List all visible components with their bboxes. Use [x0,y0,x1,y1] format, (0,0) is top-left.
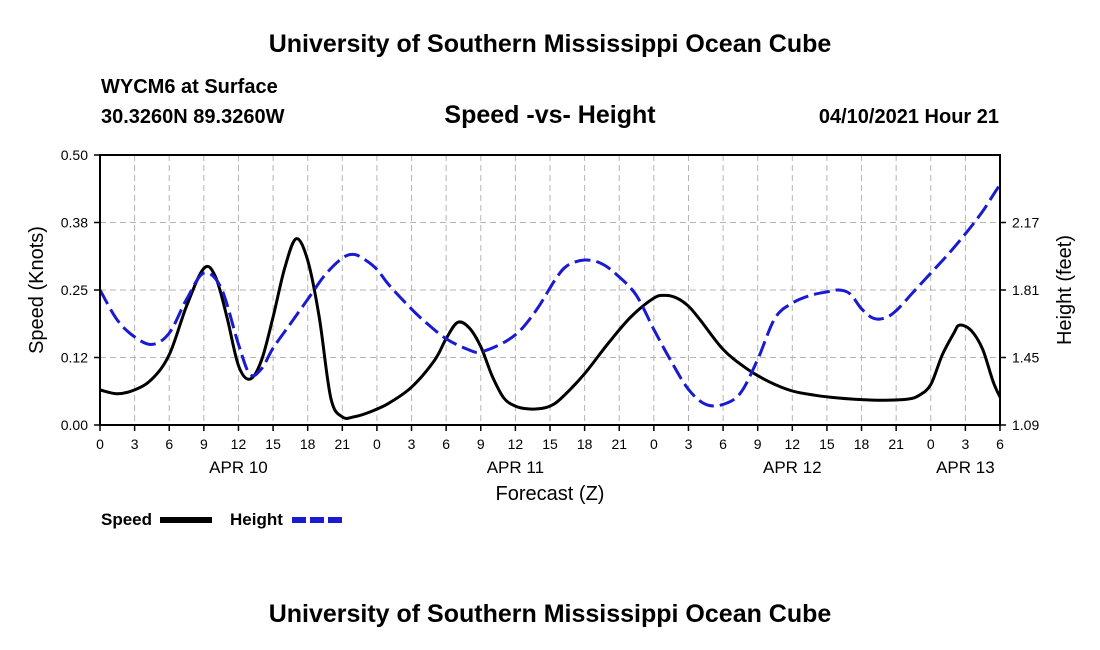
x-day-label: APR 11 [487,458,544,477]
y-axis-left-title: Speed (Knots) [26,226,48,354]
x-tick-label: 21 [611,436,627,452]
x-tick-label: 0 [96,436,104,452]
x-tick-label: 3 [685,436,693,452]
x-tick-label: 15 [265,436,281,452]
x-day-label: APR 12 [763,458,822,477]
x-tick-label: 6 [996,436,1004,452]
y-left-tick-label: 0.25 [61,282,88,298]
x-tick-label: 6 [165,436,173,452]
chart-title: University of Southern Mississippi Ocean… [268,30,832,58]
x-tick-label: 9 [200,436,208,452]
x-tick-label: 18 [854,436,870,452]
x-tick-label: 9 [477,436,485,452]
x-tick-label: 0 [927,436,935,452]
x-tick-label: 12 [231,436,247,452]
x-tick-label: 0 [650,436,658,452]
x-tick-label: 18 [300,436,316,452]
y-right-tick-label: 1.45 [1012,350,1039,366]
y-axis-right: 1.09 1.45 1.81 2.17 [1000,215,1039,433]
series-line-height [100,182,1000,408]
y-right-tick-label: 1.09 [1012,417,1039,433]
y-axis-right-title: Height (feet) [1054,235,1076,345]
x-tick-label: 12 [508,436,524,452]
series-layer [100,182,1000,420]
y-left-tick-label: 0.50 [61,147,88,163]
x-tick-label: 0 [373,436,381,452]
grid-lines [100,155,1000,425]
x-tick-label: 3 [961,436,969,452]
legend: Speed Height [101,510,342,529]
x-tick-label: 6 [442,436,450,452]
y-left-tick-label: 0.00 [61,417,88,433]
y-right-tick-label: 2.17 [1012,215,1039,231]
y-left-tick-label: 0.38 [61,215,88,231]
station-label: WYCM6 at Surface [101,76,278,98]
x-tick-label: 3 [131,436,139,452]
x-tick-label: 18 [577,436,593,452]
chart-subtitle: Speed -vs- Height [444,101,656,129]
x-tick-label: 3 [408,436,416,452]
footer-title: University of Southern Mississippi Ocean… [268,600,832,628]
x-tick-label: 21 [335,436,351,452]
x-tick-label: 12 [785,436,801,452]
x-tick-label: 21 [888,436,904,452]
y-left-tick-label: 0.12 [61,350,88,366]
x-tick-label: 15 [819,436,835,452]
forecast-datetime: 04/10/2021 Hour 21 [818,106,999,128]
x-day-label: APR 10 [209,458,268,477]
coordinates-label: 30.3260N 89.3260W [101,106,285,128]
y-right-tick-label: 1.81 [1012,282,1039,298]
x-axis-title: Forecast (Z) [496,483,605,505]
x-tick-label: 9 [754,436,762,452]
legend-height-label: Height [230,510,283,529]
series-line-speed [100,237,1000,420]
x-tick-label: 15 [542,436,558,452]
x-day-label: APR 13 [936,458,995,477]
y-axis-left: 0.00 0.12 0.25 0.38 0.50 [61,147,100,433]
x-axis: 0 3 6 9 12 15 18 21 0 3 6 9 12 15 18 21 0 3 6 9 12 15 18 21 0 3 6A… [96,425,1004,477]
x-tick-label: 6 [719,436,727,452]
legend-speed-label: Speed [101,510,152,529]
